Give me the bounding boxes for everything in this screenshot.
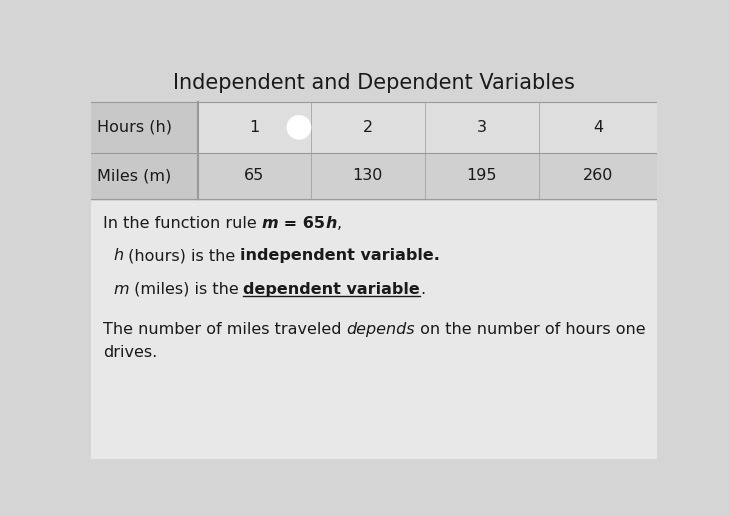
Text: h: h xyxy=(326,216,337,231)
Text: = 65: = 65 xyxy=(278,216,326,231)
Bar xyxy=(199,153,310,199)
Text: 65: 65 xyxy=(245,168,264,183)
Text: The number of miles traveled: The number of miles traveled xyxy=(103,321,347,336)
Text: 260: 260 xyxy=(583,168,613,183)
Text: drives.: drives. xyxy=(103,346,157,361)
Text: Hours (h): Hours (h) xyxy=(97,120,172,135)
Text: (miles) is the: (miles) is the xyxy=(128,282,243,297)
Bar xyxy=(310,102,425,153)
Bar xyxy=(539,102,657,153)
Bar xyxy=(425,153,539,199)
Text: m: m xyxy=(113,282,128,297)
Text: h: h xyxy=(113,249,123,264)
Bar xyxy=(539,153,657,199)
Text: on the number of hours one: on the number of hours one xyxy=(415,321,646,336)
Text: ,: , xyxy=(337,216,342,231)
Text: depends: depends xyxy=(347,321,415,336)
Bar xyxy=(91,201,657,459)
Text: In the function rule: In the function rule xyxy=(103,216,262,231)
Text: 195: 195 xyxy=(466,168,497,183)
Text: 1: 1 xyxy=(249,120,259,135)
Bar xyxy=(91,153,199,199)
Bar xyxy=(91,102,199,153)
Bar xyxy=(425,102,539,153)
Text: .: . xyxy=(420,282,426,297)
Text: 2: 2 xyxy=(363,120,372,135)
Bar xyxy=(199,102,310,153)
Bar xyxy=(310,153,425,199)
Text: dependent variable: dependent variable xyxy=(243,282,420,297)
Text: Miles (m): Miles (m) xyxy=(97,168,172,183)
Text: independent variable.: independent variable. xyxy=(240,249,440,264)
Text: Independent and Dependent Variables: Independent and Dependent Variables xyxy=(173,73,575,93)
Text: m: m xyxy=(262,216,278,231)
Circle shape xyxy=(287,115,312,140)
Text: 130: 130 xyxy=(353,168,383,183)
Text: 4: 4 xyxy=(593,120,603,135)
Text: 3: 3 xyxy=(477,120,487,135)
Text: (hours) is the: (hours) is the xyxy=(123,249,240,264)
